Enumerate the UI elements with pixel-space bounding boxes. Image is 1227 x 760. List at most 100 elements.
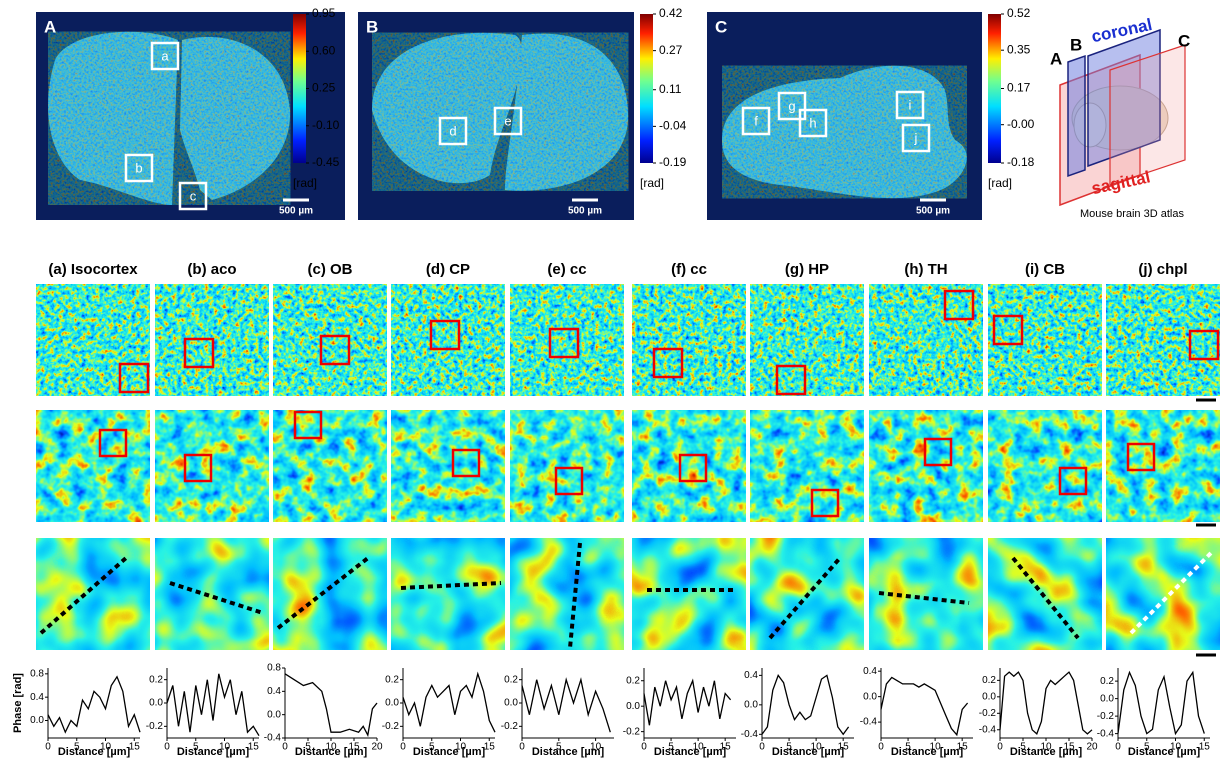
x-tick-label: 5 [556,742,562,753]
colorbar-unit: [rad] [640,176,664,190]
phase-image [869,538,983,650]
x-tick-label: 15 [720,742,732,753]
column-title: (g) HP [785,261,829,278]
y-tick-label: 0.0 [982,691,996,702]
zoom-box [1126,442,1156,472]
x-tick-label: 0 [519,742,525,753]
y-tick-label: -0.4 [860,717,878,728]
phase-image [36,284,150,396]
column-title: (b) aco [187,261,236,278]
region-label: c [190,188,197,203]
region-label: j [914,130,918,145]
zoom-box [1188,329,1220,361]
y-tick-label: 0.0 [385,698,399,709]
region-box [124,153,154,183]
x-tick-label: 20 [1086,742,1098,753]
x-tick-label: 20 [371,742,383,753]
panel-label: B [366,17,378,36]
phase-image [988,410,1102,522]
region-box [438,116,468,146]
y-tick-label: 0.2 [149,674,163,685]
y-tick-label: 0.0 [744,699,758,710]
profile-curve [761,674,850,736]
x-axis-label: Distance [µm] [58,746,131,758]
profile-curve [521,677,611,733]
phase-image [750,284,864,396]
colorbar-tick-label: 0.42 [659,6,683,20]
colorbar-tick-label: -0.04 [659,119,687,133]
phase-image [988,538,1102,650]
zoom-box [98,428,128,458]
y-tick-label: 0.4 [267,686,281,697]
x-tick-label: 5 [668,742,674,753]
phase-image [391,538,505,650]
y-tick-label: 0.8 [30,668,44,679]
y-tick-label: 0.8 [267,663,281,674]
y-tick-label: 0.0 [149,698,163,709]
region-box [150,41,180,71]
phase-image [273,538,387,650]
phase-image [632,410,746,522]
colorbar-unit: [rad] [293,176,317,190]
column-title: (d) CP [426,261,470,278]
profile-curve [402,671,496,733]
y-tick-label: 0.0 [504,698,518,709]
region-label: a [161,48,169,63]
region-box [741,106,771,136]
scale-bar-label: 500 µm [568,206,602,217]
y-tick-label: 0.2 [1100,676,1114,687]
x-tick-label: 10 [100,742,112,753]
zoom-box [923,437,953,467]
atlas-label: B [1070,35,1082,54]
phase-image [36,410,150,522]
y-tick-label: -0.2 [1097,711,1115,722]
colorbar-tick-label: -0.45 [312,155,340,169]
y-tick-label: -0.4 [741,729,759,740]
phase-image [632,284,746,396]
profile-curve [166,673,260,737]
atlas: A B C coronal sagittal Mouse brain 3D at… [1050,15,1190,220]
x-tick-label: 10 [219,742,231,753]
x-tick-label: 15 [1063,742,1075,753]
x-axis-label: Distance [µm] [654,746,727,758]
y-tick-label: 0.4 [30,692,44,703]
colorbar-tick-label: 0.25 [312,81,336,95]
zoom-box [429,319,461,351]
y-tick-label: 0.0 [30,715,44,726]
profile-curve [999,671,1093,736]
colorbar-tick-label: 0.11 [659,82,682,96]
x-tick-label: 15 [248,742,260,753]
phase-image [510,538,624,650]
colorbar-unit: [rad] [988,176,1012,190]
x-tick-label: 5 [1144,742,1150,753]
y-tick-label: 0.0 [626,701,640,712]
region-box [178,181,208,211]
x-axis-label: Distance [µm] [1128,746,1201,758]
profile-line [1129,551,1213,635]
profile-curve [643,678,732,726]
phase-image [632,538,746,650]
phase-image [155,538,269,650]
atlas-label: A [1050,49,1062,68]
zoom-box [992,314,1024,346]
x-tick-label: 5 [905,742,911,753]
phase-image [391,410,505,522]
region-box [901,123,931,153]
x-tick-label: 0 [1115,742,1121,753]
colorbar-tick-label: 0.35 [1007,42,1031,56]
phase-image [36,538,150,650]
x-tick-label: 0 [641,742,647,753]
phase-image [750,410,864,522]
panel-label: A [44,17,56,36]
scale-bar-label: 500 µm [279,206,313,217]
profile-line [169,581,264,615]
profile-line [400,581,502,590]
x-tick-label: 5 [786,742,792,753]
zoom-box [451,448,481,478]
y-tick-label: -0.2 [979,708,997,719]
y-tick-label: -0.2 [623,726,641,737]
profile-line [39,556,128,635]
zoom-box [183,453,213,483]
profile-curve [284,673,378,738]
